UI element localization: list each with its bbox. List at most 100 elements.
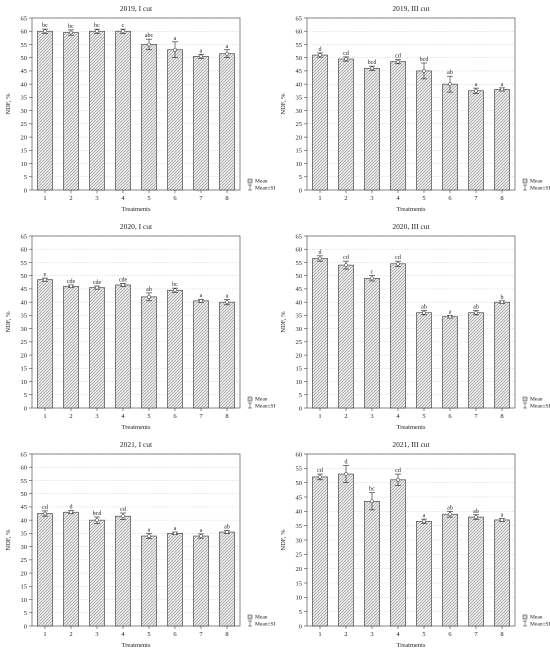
x-tick-label: 1: [318, 195, 321, 202]
y-tick-label: 15: [296, 366, 303, 373]
y-tick-label: 60: [296, 451, 303, 458]
legend-label-se: Mean±SE: [530, 404, 550, 410]
x-tick-label: 8: [225, 631, 228, 638]
x-axis-title: Treatments: [121, 206, 150, 213]
x-tick-label: 8: [500, 631, 503, 638]
bar: [89, 519, 105, 627]
bar: [468, 516, 484, 627]
mean-marker: [396, 261, 400, 266]
y-tick-label: 45: [296, 68, 303, 75]
y-axis-title: NDF, %: [5, 311, 12, 333]
x-tick-label: 4: [396, 631, 400, 638]
x-axis-title: Treatments: [396, 642, 425, 649]
legend-label-mean: Mean: [530, 397, 543, 403]
y-tick-label: 30: [21, 544, 28, 551]
significance-letter: e: [44, 272, 47, 278]
y-tick-label: 65: [21, 451, 28, 458]
y-axis-title: NDF, %: [5, 93, 12, 115]
bar: [468, 312, 484, 409]
x-tick-label: 7: [474, 413, 478, 420]
bar: [390, 479, 406, 627]
y-tick-label: 15: [21, 148, 28, 155]
chart-title: 2019, III cut: [392, 4, 430, 13]
y-tick-label: 0: [299, 405, 302, 412]
significance-letter: d: [345, 459, 348, 465]
mean-marker: [344, 57, 348, 61]
significance-letter: bcd: [420, 57, 429, 63]
bar: [338, 58, 354, 191]
mean-marker: [95, 29, 99, 34]
x-tick-label: 6: [448, 195, 452, 202]
significance-letter: cd: [395, 255, 401, 261]
y-tick-label: 65: [21, 15, 28, 22]
y-tick-label: 40: [21, 81, 28, 88]
chart-svg: 2020, III cut05101520253035404550556065d…: [280, 222, 550, 431]
y-tick-label: 50: [21, 491, 28, 498]
significance-letter: a: [200, 528, 203, 534]
mean-marker: [95, 518, 99, 523]
mean-marker: [95, 285, 99, 290]
significance-letter: bc: [42, 23, 48, 29]
y-tick-label: 30: [296, 326, 303, 333]
x-tick-label: 1: [43, 631, 46, 638]
mean-marker: [69, 510, 73, 515]
mean-marker: [147, 295, 151, 299]
x-tick-label: 1: [43, 195, 46, 202]
y-tick-label: 60: [296, 247, 303, 254]
x-tick-label: 4: [121, 413, 125, 420]
mean-marker: [318, 256, 322, 261]
x-axis-title: Treatments: [121, 642, 150, 649]
chart-panel-2019-iii-cut: 2019, III cut 0 5 10 15 20 25 30 35 40 45 50 55 60 65 d…: [275, 0, 550, 217]
y-tick-label: 65: [296, 233, 303, 240]
mean-marker: [500, 87, 504, 92]
bar: [141, 44, 157, 191]
x-tick-label: 3: [370, 413, 373, 420]
x-axis-title: Treatments: [396, 424, 425, 431]
bar: [167, 49, 183, 191]
y-tick-label: 40: [296, 509, 303, 516]
bar: [390, 263, 406, 409]
y-tick-label: 20: [21, 134, 28, 141]
significance-letter: cde: [67, 279, 76, 285]
bar: [141, 535, 157, 627]
y-tick-label: 10: [296, 595, 303, 602]
y-tick-label: 10: [21, 161, 28, 168]
legend-label-mean: Mean: [530, 179, 543, 185]
significance-letter: d: [319, 250, 322, 256]
legend-label-se: Mean±SE: [255, 404, 275, 410]
x-tick-label: 4: [121, 631, 125, 638]
bar: [312, 54, 328, 191]
bar: [390, 61, 406, 191]
significance-letter: a: [226, 44, 229, 50]
chart-panel-2021-iii-cut: 2021, III cut 0 5 10 15 20 25 30 35 40 45 50 55 60 cd 1…: [275, 436, 550, 653]
x-tick-label: 6: [173, 413, 177, 420]
significance-letter: cd: [317, 468, 323, 474]
legend-mean-swatch: [522, 614, 528, 620]
y-tick-label: 0: [299, 187, 302, 194]
y-tick-label: 55: [296, 42, 303, 49]
y-tick-label: 30: [296, 537, 303, 544]
bar: [442, 316, 458, 409]
y-axis-title: NDF, %: [280, 311, 287, 333]
y-tick-label: 15: [21, 366, 28, 373]
legend-label-mean: Mean: [255, 179, 268, 185]
bar: [115, 284, 131, 409]
y-tick-label: 10: [21, 597, 28, 604]
y-tick-label: 20: [296, 134, 303, 141]
y-tick-label: 60: [21, 29, 28, 36]
significance-letter: a: [148, 527, 151, 533]
chart-svg: 2019, III cut05101520253035404550556065d…: [280, 4, 550, 213]
x-tick-label: 1: [318, 631, 321, 638]
mean-marker: [448, 82, 452, 87]
x-tick-label: 2: [69, 631, 72, 638]
bar: [468, 90, 484, 191]
bar: [416, 521, 432, 627]
mean-marker: [448, 512, 452, 517]
y-tick-label: 45: [296, 286, 303, 293]
plot-frame: [306, 235, 516, 409]
mean-marker: [147, 42, 151, 47]
mean-marker: [318, 53, 322, 57]
y-tick-label: 35: [296, 523, 303, 530]
bar: [193, 56, 209, 191]
